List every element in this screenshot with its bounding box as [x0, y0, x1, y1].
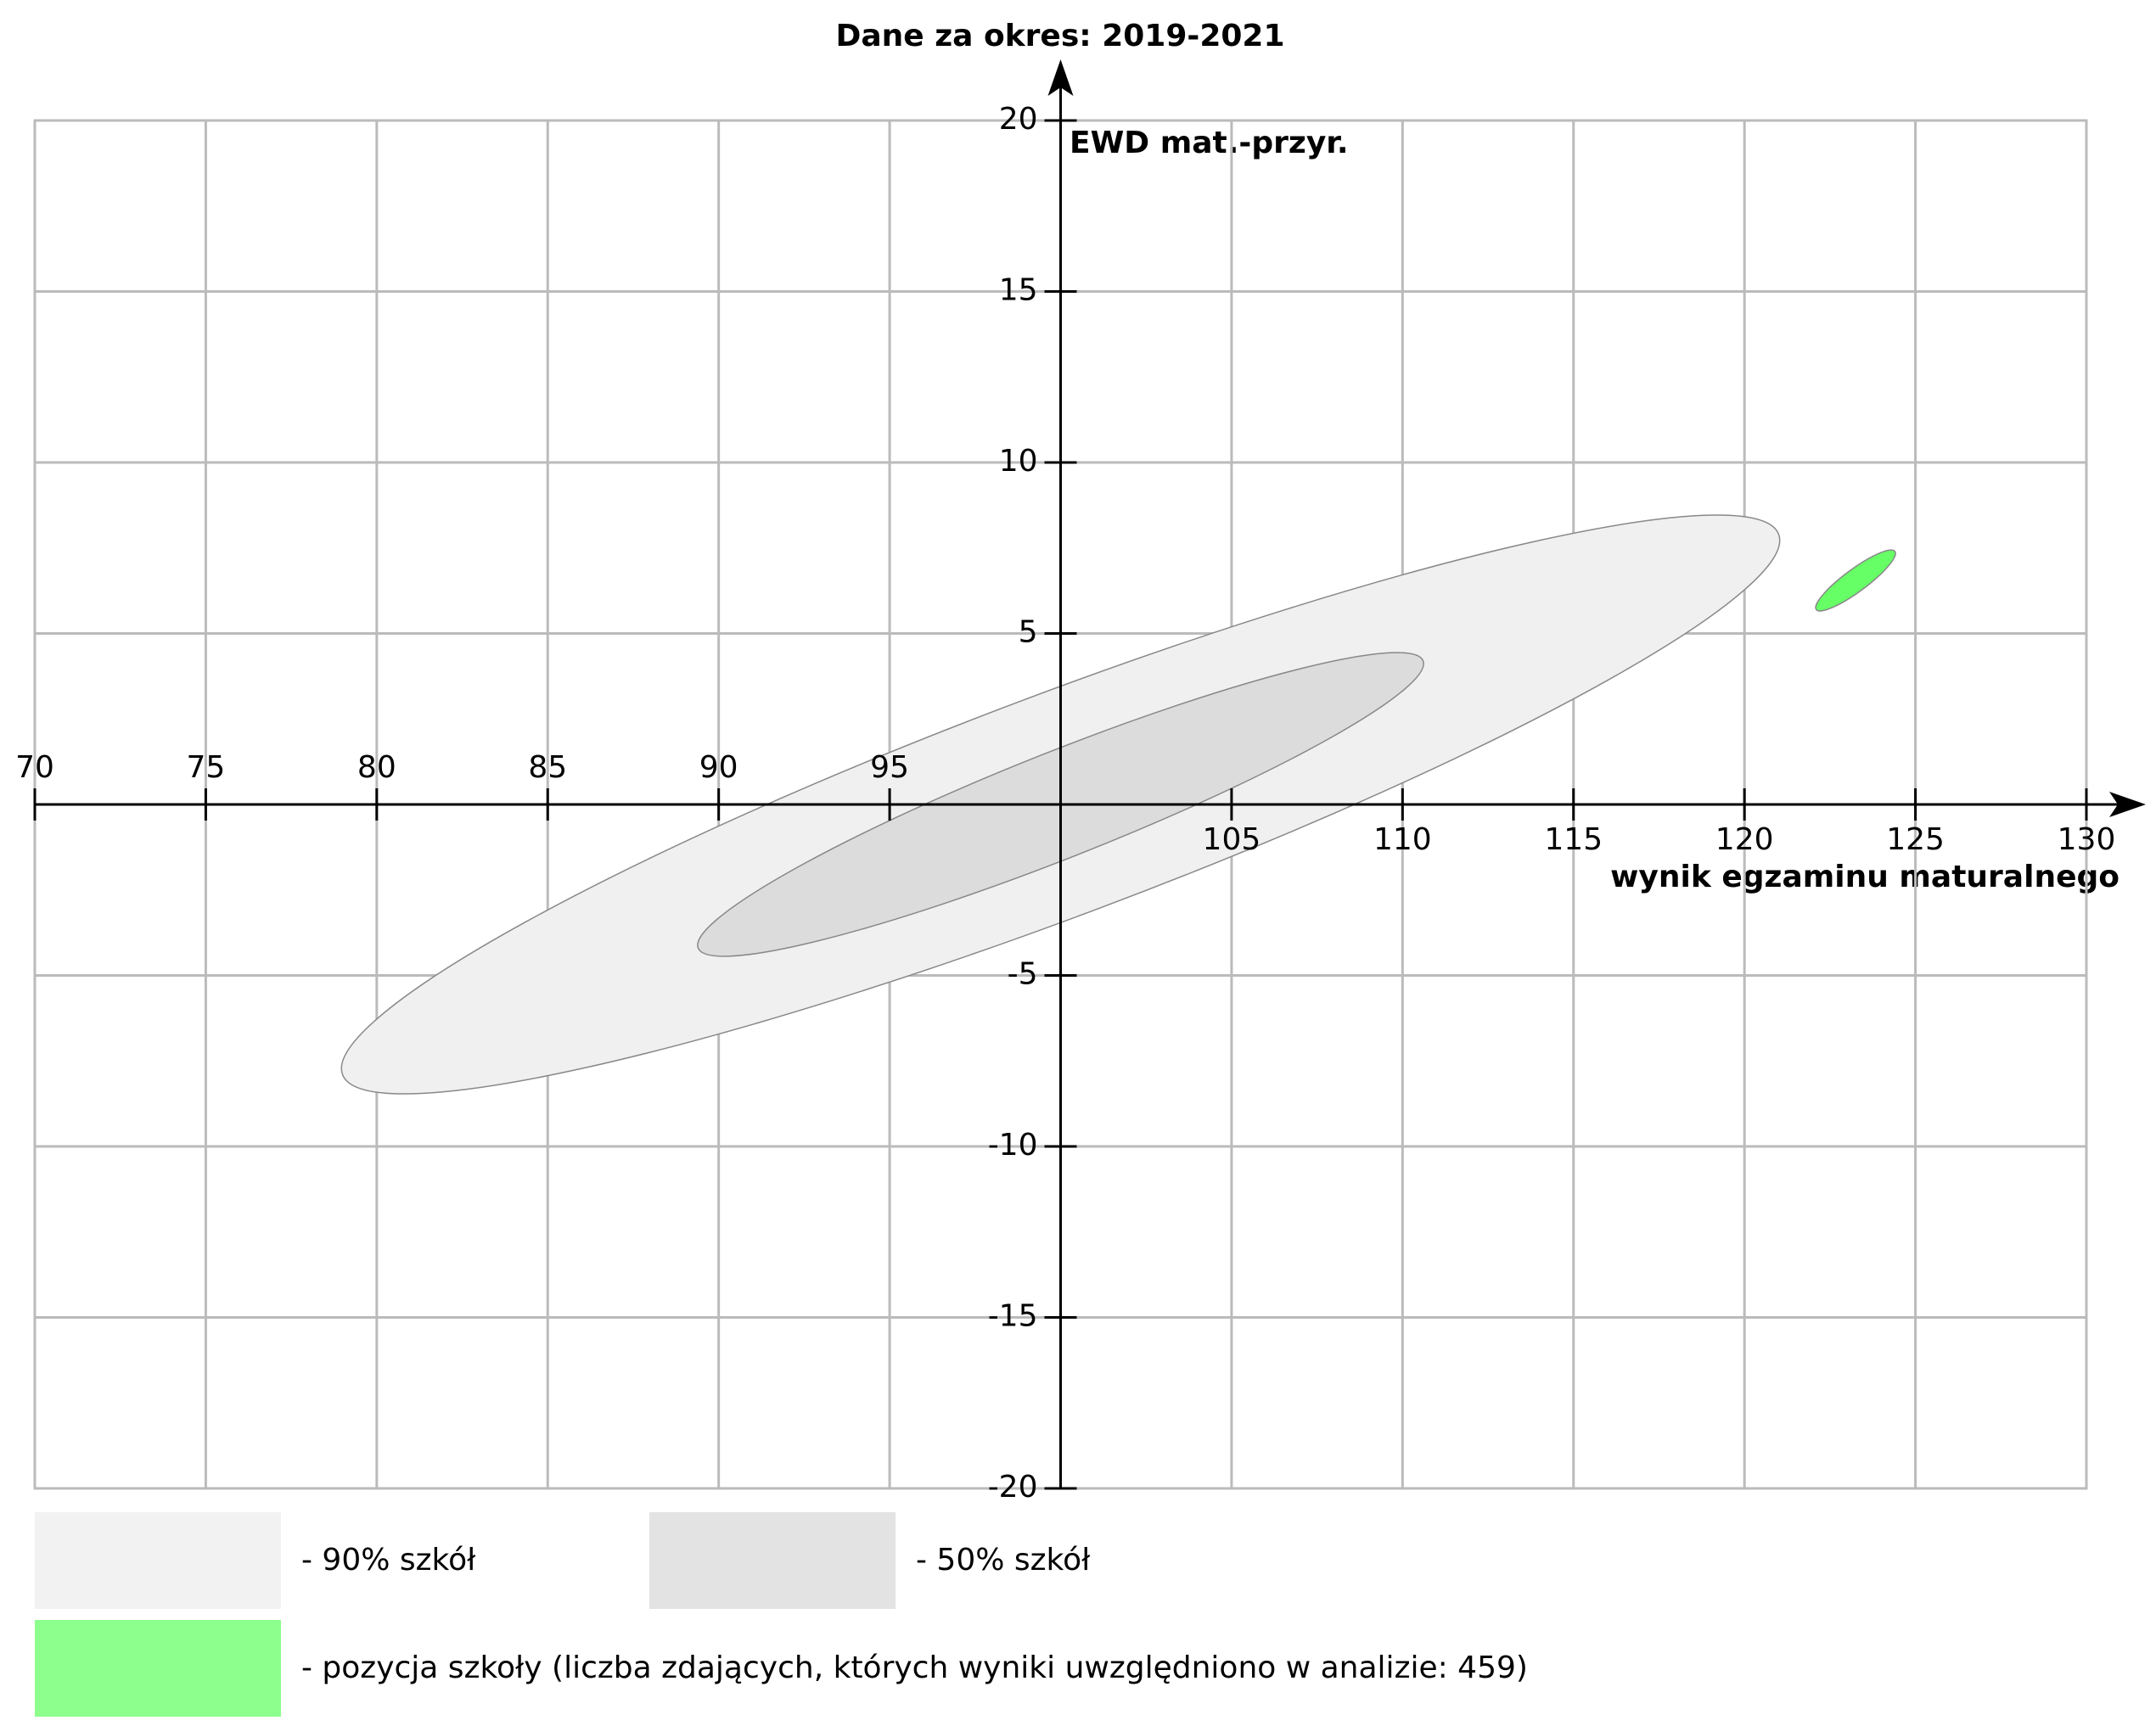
ellipse — [1815, 549, 1896, 612]
y-tick-label: -15 — [988, 1299, 1038, 1334]
legend-swatch — [35, 1620, 281, 1717]
x-tick-label: 120 — [1715, 822, 1774, 857]
y-axis-arrow — [1047, 59, 1074, 96]
y-tick-label: 5 — [1019, 615, 1038, 650]
x-tick-label: 115 — [1544, 822, 1603, 857]
x-tick-label: 105 — [1203, 822, 1261, 857]
chart-title: Dane za okres: 2019-2021 — [835, 19, 1284, 53]
legend-label: - 90% szkół — [301, 1543, 476, 1577]
legend-swatch — [649, 1512, 896, 1609]
x-tick-label: 75 — [187, 750, 226, 785]
y-axis-label: EWD mat.-przyr. — [1070, 126, 1349, 160]
y-tick-label: 10 — [999, 444, 1038, 479]
y-tick-label: -5 — [1008, 957, 1038, 992]
x-tick-label: 130 — [2058, 822, 2116, 857]
y-tick-label: 15 — [999, 273, 1038, 308]
y-tick-label: -10 — [988, 1128, 1038, 1163]
legend-label: - 50% szkół — [916, 1543, 1091, 1577]
y-tick-label: 20 — [999, 102, 1038, 137]
x-tick-label: 70 — [15, 750, 54, 785]
x-tick-label: 90 — [699, 750, 738, 785]
x-tick-label: 95 — [870, 750, 909, 785]
x-tick-label: 80 — [357, 750, 396, 785]
legend-label: - pozycja szkoły (liczba zdających, któr… — [301, 1650, 1528, 1685]
x-axis-arrow — [2109, 792, 2146, 817]
y-tick-label: -20 — [988, 1470, 1038, 1505]
legend-swatch — [35, 1512, 281, 1609]
x-tick-label: 125 — [1886, 822, 1945, 857]
x-tick-label: 110 — [1373, 822, 1432, 857]
x-tick-label: 85 — [528, 750, 567, 785]
x-axis-label: wynik egzaminu maturalnego — [1610, 860, 2120, 894]
